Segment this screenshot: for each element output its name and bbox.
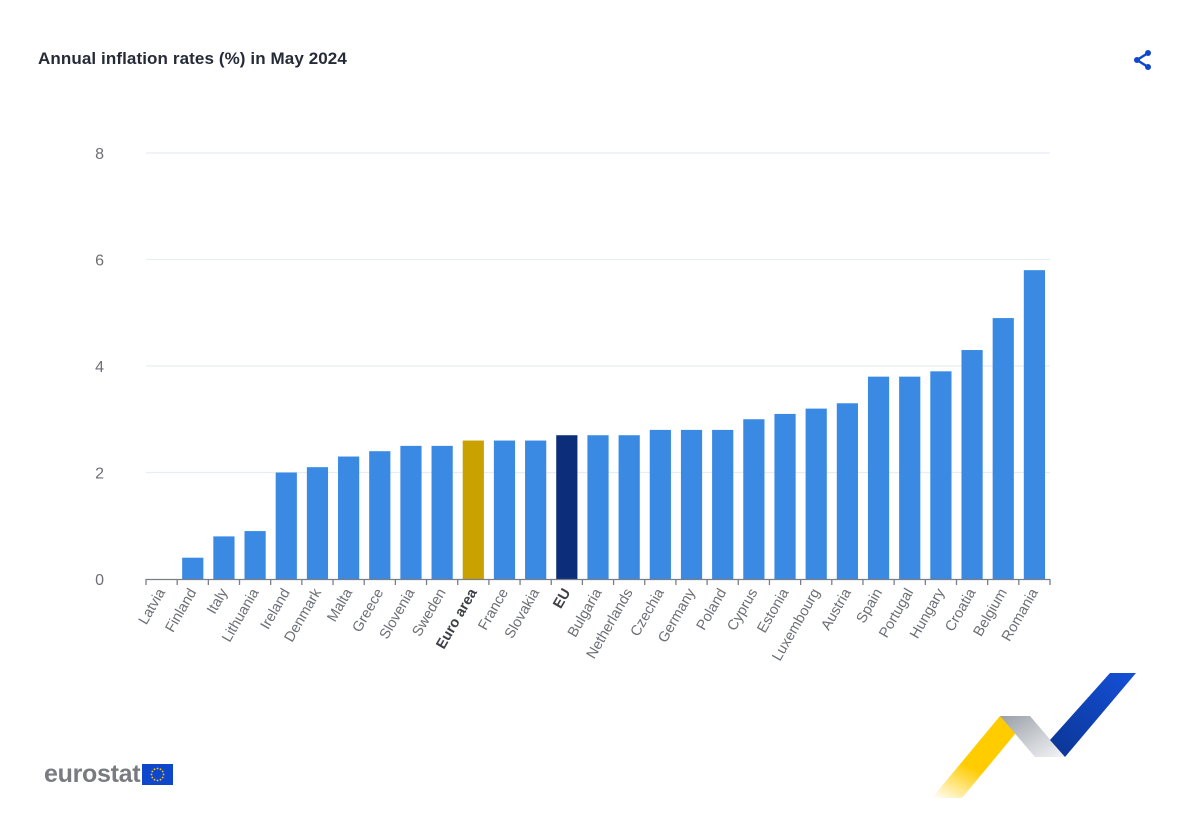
flag-star [153,778,156,781]
flag-star [162,770,164,773]
eu-flag-icon [142,764,174,785]
bar-cyprus[interactable] [743,419,765,579]
bar-poland[interactable] [712,429,734,579]
x-tick-label: Finland [163,586,201,635]
bar-croatia[interactable] [961,350,983,579]
flag-star [162,776,164,779]
y-tick-label: 8 [95,146,104,163]
flag-star [156,767,159,770]
bar-luxembourg[interactable] [805,408,827,579]
flag-star [156,779,159,782]
flag-star [159,778,162,781]
y-axis-ticks: 0 2 4 6 8 [95,146,104,589]
x-tick-label: Italy [204,585,232,617]
bar-germany[interactable] [680,429,703,579]
x-tick-label: EU [550,586,574,611]
bar-estonia[interactable] [774,413,796,579]
bar-eu[interactable] [556,435,578,579]
flag-star [162,773,165,776]
bar-lithuania[interactable] [244,531,266,579]
bar-austria[interactable] [836,403,858,579]
eurostat-logo: eurostat [44,760,174,789]
x-tick-label: Latvia [136,585,170,627]
bar-spain[interactable] [867,376,890,579]
bar-romania[interactable] [1023,270,1046,579]
bar-malta[interactable] [338,456,360,579]
y-tick-label: 2 [95,466,104,483]
flag-star [151,770,154,773]
x-tick-label: Austria [818,585,855,633]
bars [182,270,1046,580]
flag-star [150,773,153,776]
y-tick-label: 6 [95,253,104,270]
bar-czechia[interactable] [649,429,671,579]
chart-title: Annual inflation rates (%) in May 2024 [38,49,347,68]
bar-netherlands[interactable] [618,435,640,579]
x-tick-label: Malta [324,585,356,625]
bar-sweden[interactable] [431,445,453,579]
bar-ireland[interactable] [275,472,297,580]
bar-italy[interactable] [213,536,235,579]
bar-hungary[interactable] [930,371,952,579]
bar-finland[interactable] [182,557,204,579]
bar-slovenia[interactable] [400,445,422,579]
bar-france[interactable] [493,440,516,579]
eurostat-ribbon-graphic [932,673,1136,798]
x-axis [145,578,1051,585]
logo-text: eurostat [44,760,141,788]
bar-euro-area[interactable] [462,440,484,579]
bar-belgium[interactable] [992,318,1014,579]
flag-star [159,768,162,771]
bar-portugal[interactable] [899,376,921,579]
bar-slovakia[interactable] [525,440,547,579]
y-tick-label: 4 [95,359,104,376]
flag-star [153,768,156,771]
bar-greece[interactable] [369,451,391,579]
bar-denmark[interactable] [306,467,329,579]
share-icon[interactable] [1131,48,1155,72]
flag-star [151,776,154,779]
y-tick-label: 0 [95,572,104,589]
bar-bulgaria[interactable] [587,435,609,579]
x-tick-label: Spain [854,586,886,626]
